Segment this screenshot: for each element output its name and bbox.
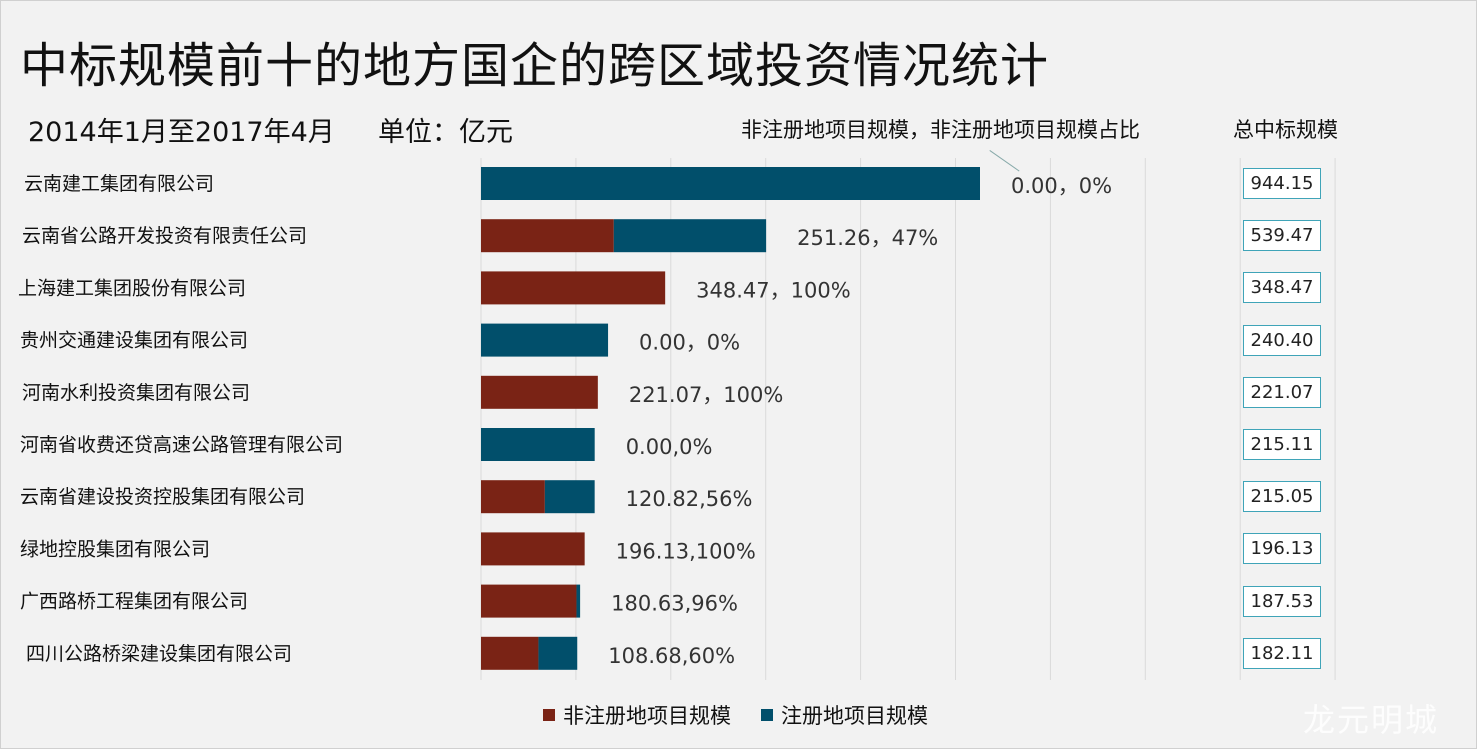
data-label: 180.63,96% <box>611 592 738 616</box>
bar-registered <box>613 219 767 253</box>
bar-non-registered <box>481 480 545 514</box>
data-label: 348.47，100% <box>696 278 851 302</box>
watermark: 龙元明城 <box>1303 701 1440 739</box>
chart-title: 中标规模前十的地方国企的跨区域投资情况统计 <box>20 38 1050 94</box>
total-value-box: 187.53 <box>1243 585 1321 617</box>
total-value-box: 240.40 <box>1243 324 1321 356</box>
legend: 非注册地项目规模 注册地项目规模 <box>543 700 958 730</box>
category-label: 绿地控股集团有限公司 <box>20 538 210 560</box>
category-label: 云南建工集团有限公司 <box>24 173 214 195</box>
data-label: 251.26，47% <box>797 226 938 250</box>
bar-registered <box>544 480 595 514</box>
total-value-box: 196.13 <box>1243 533 1321 565</box>
legend-label-registered: 注册地项目规模 <box>781 704 928 728</box>
bar-registered <box>538 636 578 670</box>
bar-non-registered <box>481 219 614 253</box>
data-label: 196.13,100% <box>616 539 756 563</box>
category-label: 广西路桥工程集团有限公司 <box>20 591 248 613</box>
category-label: 云南省公路开发投资有限责任公司 <box>22 225 307 247</box>
bar-non-registered <box>481 636 539 670</box>
total-value-box: 539.47 <box>1243 220 1321 252</box>
bar-registered <box>576 584 581 618</box>
category-label: 四川公路桥梁建设集团有限公司 <box>26 643 292 665</box>
bar-registered <box>481 167 980 200</box>
data-label: 0.00，0% <box>639 331 740 355</box>
data-label: 0.00,0% <box>626 435 713 459</box>
category-label: 云南省建设投资控股集团有限公司 <box>20 486 305 508</box>
data-label: 0.00，0% <box>1011 174 1112 198</box>
legend-swatch-registered <box>761 709 773 721</box>
bar-non-registered <box>481 271 666 305</box>
date-range: 2014年1月至2017年4月 <box>28 117 335 148</box>
bar-registered <box>481 428 595 461</box>
total-value-box: 182.11 <box>1243 637 1321 669</box>
bar-registered <box>481 323 609 357</box>
data-label: 221.07，100% <box>629 383 784 407</box>
total-value-box: 221.07 <box>1243 376 1321 408</box>
category-label: 贵州交通建设集团有限公司 <box>20 330 248 352</box>
legend-label-non-registered: 非注册地项目规模 <box>563 704 731 728</box>
bar-non-registered <box>481 375 598 409</box>
bar-non-registered <box>481 584 577 618</box>
category-label: 上海建工集团股份有限公司 <box>18 277 246 299</box>
total-value-box: 944.15 <box>1243 168 1321 199</box>
total-value-box: 215.11 <box>1243 429 1321 460</box>
legend-swatch-non-registered <box>543 709 555 721</box>
unit-label: 单位：亿元 <box>378 117 513 148</box>
total-value-box: 215.05 <box>1243 481 1321 513</box>
category-label: 河南水利投资集团有限公司 <box>22 382 250 404</box>
bar-non-registered <box>481 532 585 566</box>
legend-item-registered: 注册地项目规模 <box>761 700 928 730</box>
data-label: 120.82,56% <box>626 487 753 511</box>
data-label-header: 非注册地项目规模，非注册地项目规模占比 <box>741 118 1140 142</box>
total-header: 总中标规模 <box>1233 118 1338 142</box>
data-label: 108.68,60% <box>608 644 735 668</box>
total-value-box: 348.47 <box>1243 272 1321 304</box>
category-label: 河南省收费还贷高速公路管理有限公司 <box>20 434 343 456</box>
legend-item-non-registered: 非注册地项目规模 <box>543 700 731 730</box>
